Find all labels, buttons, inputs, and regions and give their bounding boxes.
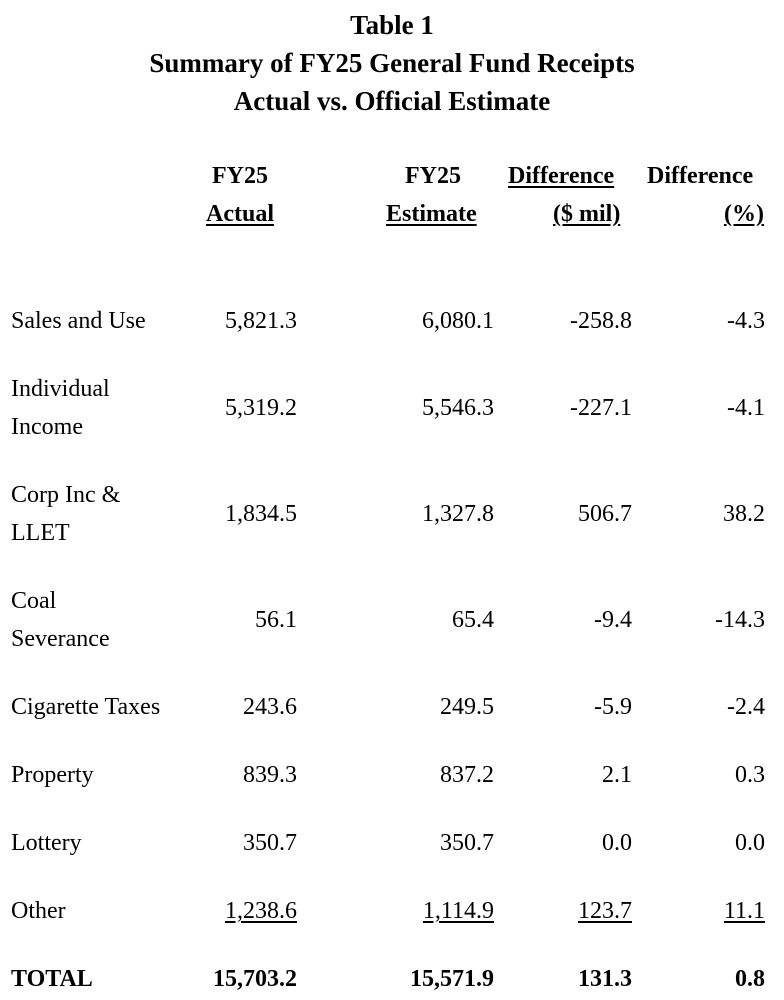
cell-estimate: 837.2 [440, 762, 494, 788]
row-label-cigarette-taxes: Cigarette Taxes [11, 694, 161, 720]
cell-estimate: 65.4 [452, 607, 494, 633]
cell-diff-pct: -2.4 [727, 694, 765, 720]
row-label-sales-and-use: Sales and Use [11, 308, 146, 334]
header-diff-pct-top: Difference [647, 163, 754, 189]
cell-actual: 5,821.3 [225, 308, 297, 334]
header-actual-top: FY25 [212, 163, 268, 189]
cell-actual: 839.3 [243, 762, 297, 788]
cell-actual: 243.6 [243, 694, 297, 720]
cell-diff-mil: 506.7 [578, 501, 632, 527]
cell-estimate: 6,080.1 [422, 308, 494, 334]
cell-actual: 56.1 [255, 607, 297, 633]
cell-diff-mil: -9.4 [594, 607, 632, 633]
cell-diff-pct: 38.2 [723, 501, 765, 527]
cell-actual: 5,319.2 [225, 395, 297, 421]
cell-total-diff-pct: 0.8 [735, 966, 765, 992]
cell-diff-pct: 11.1 [723, 898, 765, 924]
row-label-coal-severance-line1: Coal [11, 588, 57, 614]
cell-diff-pct: -14.3 [715, 607, 765, 633]
row-label-other: Other [11, 898, 66, 924]
row-label-coal-severance-line2: Severance [11, 626, 110, 652]
cell-estimate: 5,546.3 [422, 395, 494, 421]
table-subtitle: Summary of FY25 General Fund Receipts [149, 48, 635, 78]
row-label-lottery: Lottery [11, 830, 82, 856]
header-estimate-bottom: Estimate [386, 201, 477, 227]
cell-diff-mil: 2.1 [602, 762, 632, 788]
header-diff-pct-bottom: (%) [724, 201, 764, 227]
cell-actual: 1,238.6 [225, 898, 297, 924]
header-diff-mil-bottom: ($ mil) [553, 201, 621, 227]
cell-estimate: 1,327.8 [422, 501, 494, 527]
cell-estimate: 350.7 [440, 830, 494, 856]
cell-diff-mil: 0.0 [602, 830, 632, 856]
cell-diff-mil: 123.7 [578, 898, 632, 924]
row-label-property: Property [11, 762, 94, 788]
table-subtitle-2: Actual vs. Official Estimate [233, 86, 551, 116]
header-estimate-top: FY25 [405, 163, 461, 189]
header-actual-bottom: Actual [206, 201, 274, 227]
table-title: Table 1 [350, 10, 434, 40]
row-label-individual-income-line2: Income [11, 414, 83, 440]
cell-estimate: 1,114.9 [422, 898, 494, 924]
row-label-individual-income-line1: Individual [11, 376, 110, 402]
cell-diff-mil: -5.9 [594, 694, 632, 720]
row-label-corp-inc-line2: LLET [11, 520, 70, 546]
header-diff-mil-top: Difference [508, 163, 615, 189]
cell-diff-pct: 0.3 [735, 762, 765, 788]
cell-total-diff-mil: 131.3 [578, 966, 632, 992]
cell-diff-mil: -258.8 [570, 308, 632, 334]
cell-diff-pct: 0.0 [735, 830, 765, 856]
cell-total-estimate: 15,571.9 [410, 966, 494, 992]
cell-diff-pct: -4.3 [727, 308, 765, 334]
cell-diff-mil: -227.1 [570, 395, 632, 421]
row-label-corp-inc-line1: Corp Inc & [11, 482, 121, 508]
row-label-total: TOTAL [11, 966, 93, 992]
cell-total-actual: 15,703.2 [213, 966, 297, 992]
cell-actual: 350.7 [243, 830, 297, 856]
cell-diff-pct: -4.1 [727, 395, 765, 421]
cell-actual: 1,834.5 [225, 501, 297, 527]
cell-estimate: 249.5 [440, 694, 494, 720]
